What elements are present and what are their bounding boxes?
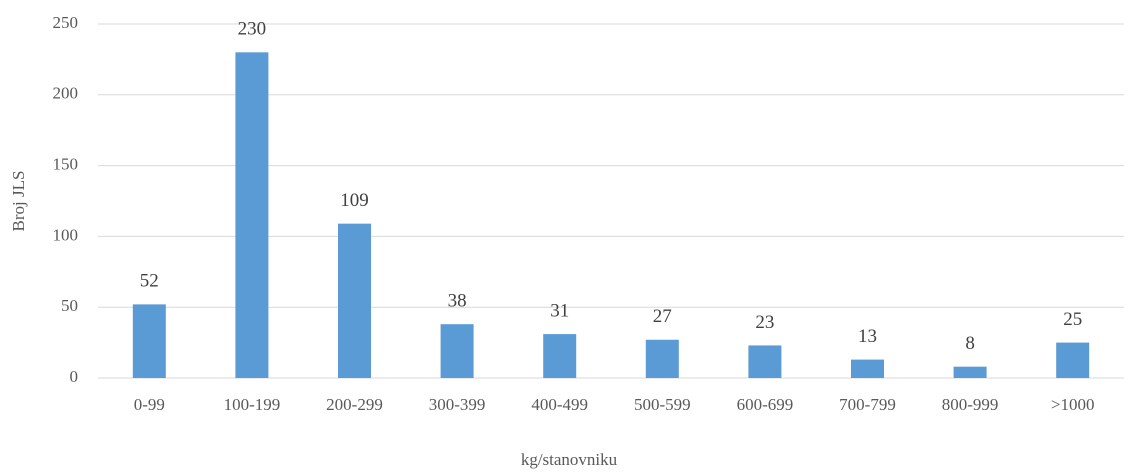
bar: [645, 339, 679, 378]
bar: [543, 334, 577, 378]
x-tick-label: 0-99: [134, 395, 165, 414]
value-label: 31: [550, 300, 569, 321]
value-label: 109: [340, 190, 369, 211]
bar: [235, 52, 269, 378]
x-tick-label: >1000: [1051, 395, 1095, 414]
x-tick-label: 400-499: [531, 395, 588, 414]
bar: [1056, 342, 1090, 378]
bar: [953, 366, 987, 378]
x-tick-label: 300-399: [429, 395, 486, 414]
x-tick-label: 700-799: [839, 395, 896, 414]
y-tick-label: 250: [53, 13, 79, 32]
bar: [338, 223, 371, 378]
value-label: 13: [858, 326, 877, 347]
value-label: 27: [653, 306, 672, 327]
x-tick-label: 200-299: [326, 395, 383, 414]
value-label: 38: [448, 291, 467, 312]
value-label: 23: [755, 312, 774, 333]
x-tick-label: 500-599: [634, 395, 691, 414]
value-label: 8: [965, 333, 975, 354]
bar: [132, 304, 166, 378]
y-tick-label: 50: [61, 296, 78, 315]
y-tick-label: 150: [53, 155, 79, 174]
x-axis-label: kg/stanovniku: [521, 450, 618, 469]
y-tick-label: 0: [70, 367, 79, 386]
x-tick-label: 600-699: [737, 395, 794, 414]
x-tick-label: 100-199: [224, 395, 281, 414]
value-label: 25: [1063, 309, 1082, 330]
x-tick-label: 800-999: [942, 395, 999, 414]
bar: [440, 324, 474, 378]
value-label: 230: [238, 19, 267, 40]
bar: [851, 359, 884, 378]
y-tick-label: 200: [53, 84, 79, 103]
y-tick-label: 100: [53, 225, 79, 244]
y-axis-label: Broj JLS: [9, 171, 28, 232]
bar: [748, 345, 782, 378]
value-label: 52: [140, 271, 159, 292]
